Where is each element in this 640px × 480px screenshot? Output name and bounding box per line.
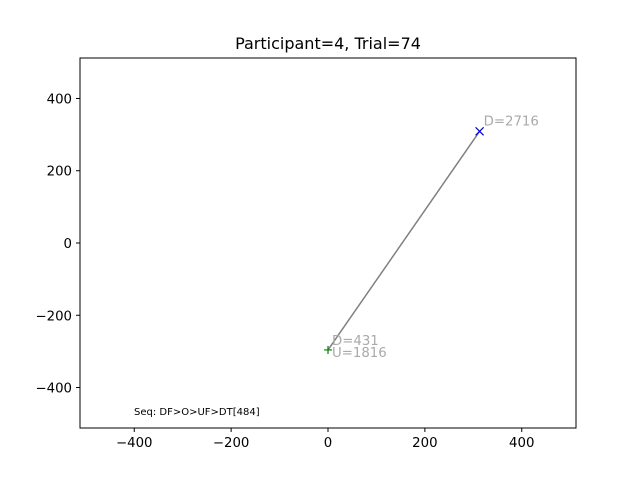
x-tick-label: 400 (509, 436, 534, 451)
annotation-label: D=2716 (484, 114, 539, 129)
trajectory-line (327, 130, 481, 351)
y-tick-label: −200 (35, 309, 72, 324)
markers-group (324, 126, 485, 354)
annotation-label: U=1816 (332, 346, 387, 361)
y-axis: −400 −200 0 200 400 (35, 92, 80, 397)
y-tick-label: 0 (64, 237, 72, 252)
y-tick-label: 200 (47, 165, 72, 180)
annotation-label: D=431 (332, 334, 379, 349)
sequence-footnote: Seq: DF>O>UF>DT[484] (134, 407, 260, 418)
chart-title: Participant=4, Trial=74 (235, 34, 421, 53)
x-tick-label: −400 (116, 436, 153, 451)
x-axis: −400 −200 0 200 400 (116, 428, 534, 451)
x-tick-label: −200 (213, 436, 250, 451)
x-tick-label: 0 (324, 436, 332, 451)
end-marker (475, 126, 485, 136)
series-group (327, 130, 481, 351)
y-tick-label: −400 (35, 382, 72, 397)
start-marker (324, 345, 332, 354)
y-tick-label: 400 (47, 92, 72, 107)
x-tick-label: 200 (412, 436, 437, 451)
